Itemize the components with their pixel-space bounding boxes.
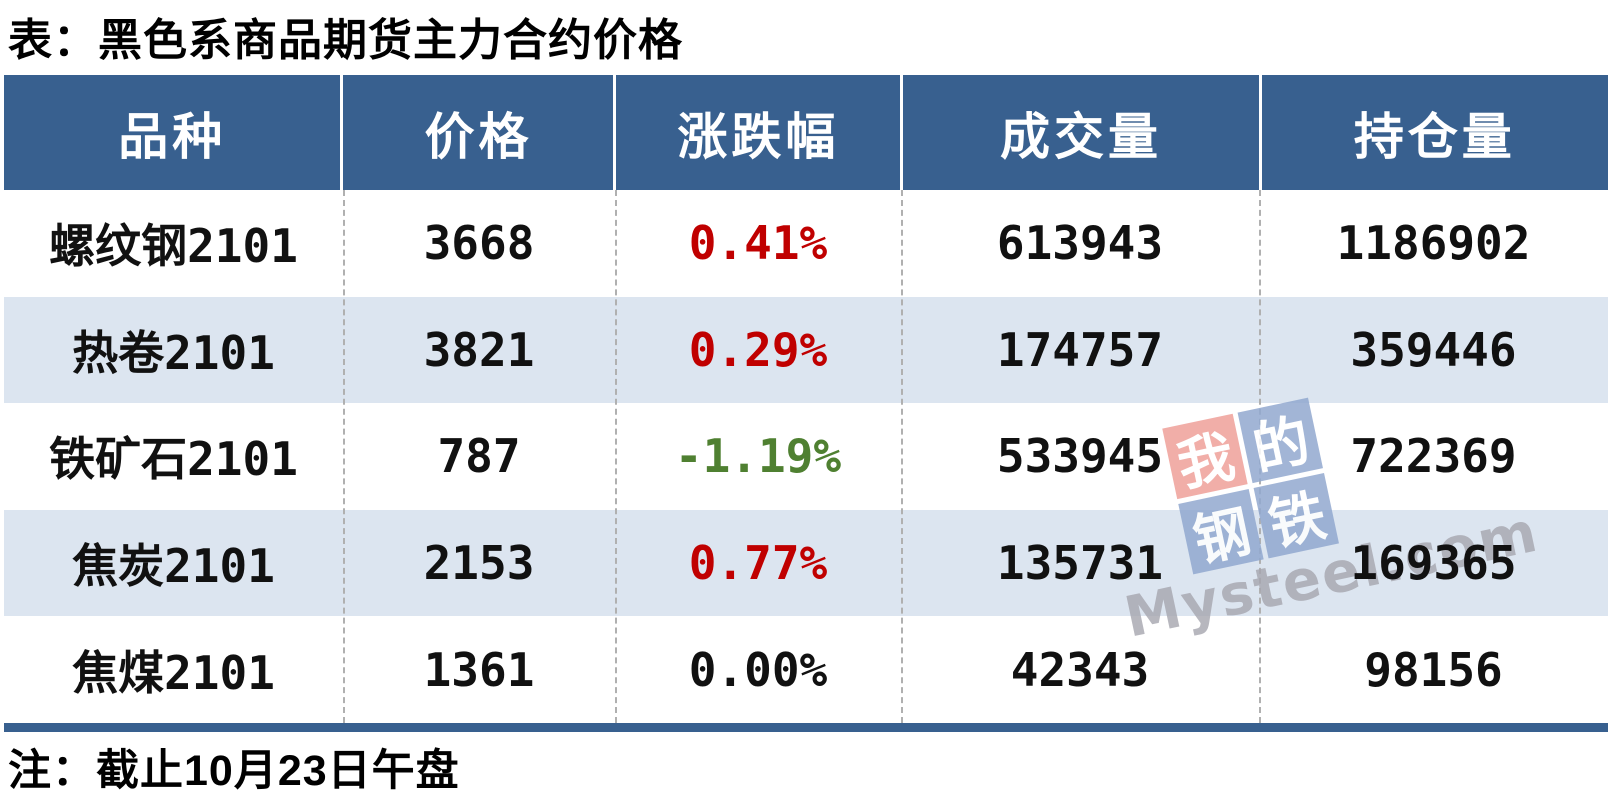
table-row-iron-ore: 铁矿石2101 787 -1.19% 533945 722369 bbox=[4, 403, 1608, 510]
cell-volume: 533945 bbox=[996, 429, 1164, 484]
cell-price: 1361 bbox=[423, 642, 535, 697]
cell-variety: 螺纹钢2101 bbox=[49, 219, 298, 274]
cell-variety: 热卷2101 bbox=[72, 325, 275, 380]
table-bottom-rule bbox=[4, 723, 1608, 732]
cell-volume: 42343 bbox=[1010, 642, 1150, 697]
cell-open-interest: 169365 bbox=[1350, 536, 1517, 591]
cell-change: 0.77% bbox=[688, 536, 828, 591]
cell-change: -1.19% bbox=[674, 429, 842, 484]
cell-volume: 613943 bbox=[996, 216, 1164, 271]
cell-price: 3668 bbox=[423, 216, 535, 271]
header-price: 价格 bbox=[340, 75, 613, 190]
cell-open-interest: 98156 bbox=[1364, 642, 1503, 697]
cell-price: 787 bbox=[437, 429, 521, 484]
cell-open-interest: 722369 bbox=[1350, 429, 1517, 484]
cell-change: 0.00% bbox=[688, 642, 828, 697]
column-divider bbox=[343, 190, 345, 723]
cell-variety: 焦煤2101 bbox=[72, 645, 275, 700]
cell-open-interest: 359446 bbox=[1350, 322, 1517, 377]
table-row-hot-coil: 热卷2101 3821 0.29% 174757 359446 bbox=[4, 296, 1608, 404]
header-variety: 品种 bbox=[118, 108, 227, 165]
table-row-coke: 焦炭2101 2153 0.77% 135731 169365 bbox=[4, 509, 1608, 617]
footnote: 注：截止10月23日午盘 bbox=[8, 747, 460, 795]
column-divider bbox=[1259, 190, 1261, 723]
cell-variety: 焦炭2101 bbox=[72, 539, 275, 594]
futures-price-table: 品种 价格 涨跌幅 成交量 持仓量 螺纹钢2101 3668 0.41% 613… bbox=[4, 75, 1608, 732]
cell-volume: 135731 bbox=[996, 536, 1164, 591]
header-volume: 成交量 bbox=[900, 75, 1258, 190]
header-open-interest: 持仓量 bbox=[1258, 75, 1608, 190]
cell-price: 2153 bbox=[423, 536, 535, 591]
table-row-rebar: 螺纹钢2101 3668 0.41% 613943 1186902 bbox=[4, 190, 1608, 297]
cell-variety: 铁矿石2101 bbox=[49, 432, 298, 487]
header-change: 涨跌幅 bbox=[613, 75, 900, 190]
page-title: 表：黑色系商品期货主力合约价格 bbox=[8, 16, 683, 65]
cell-change: 0.29% bbox=[688, 322, 828, 377]
cell-open-interest: 1186902 bbox=[1336, 216, 1531, 271]
table-body: 螺纹钢2101 3668 0.41% 613943 1186902 热卷2101… bbox=[4, 190, 1608, 723]
cell-change: 0.41% bbox=[688, 216, 828, 271]
column-divider bbox=[615, 190, 617, 723]
cell-volume: 174757 bbox=[996, 322, 1164, 377]
cell-price: 3821 bbox=[423, 322, 535, 377]
table-row-coking-coal: 焦煤2101 1361 0.00% 42343 98156 bbox=[4, 616, 1608, 723]
table-header-row: 品种 价格 涨跌幅 成交量 持仓量 bbox=[4, 75, 1608, 190]
column-divider bbox=[901, 190, 903, 723]
